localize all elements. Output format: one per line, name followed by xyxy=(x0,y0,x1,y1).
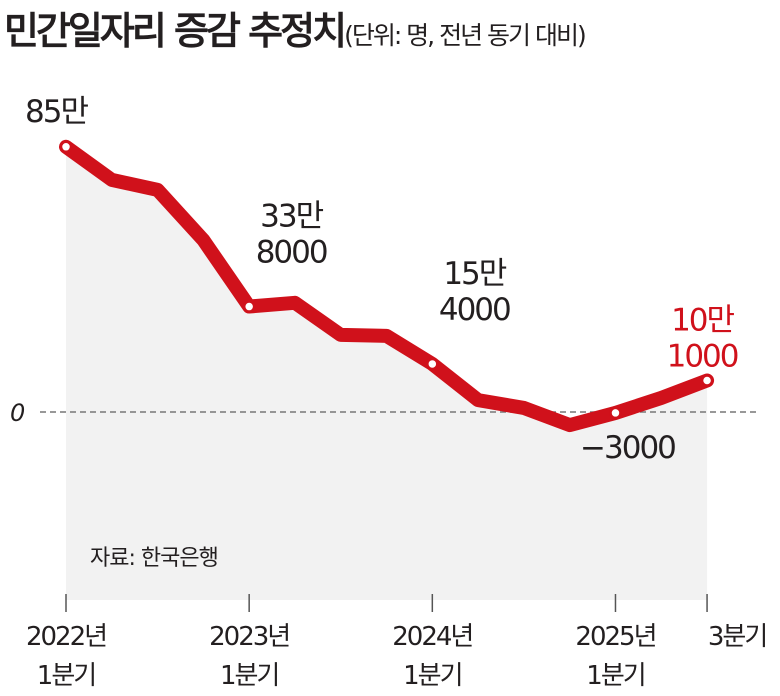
x-tick-label: 2025년 xyxy=(575,622,655,652)
data-point-marker xyxy=(242,300,256,313)
title-text: 민간일자리 증감 추정치 xyxy=(4,9,347,53)
data-label: 8000 xyxy=(256,235,327,271)
data-point-marker xyxy=(426,357,439,371)
series-line xyxy=(59,139,715,433)
zero-label: 0 xyxy=(10,399,25,427)
data-label: 4000 xyxy=(439,292,510,328)
x-tick-label: 1분기 xyxy=(37,661,95,691)
data-label: −3000 xyxy=(580,430,675,466)
data-point-marker xyxy=(59,140,73,154)
data-point-marker xyxy=(609,406,622,420)
chart-title: 민간일자리 증감 추정치(단위: 명, 전년 동기 대비) xyxy=(4,0,587,55)
x-tick-label: 2024년 xyxy=(392,622,472,652)
x-tick-label: 1분기 xyxy=(403,661,461,691)
x-tick-label: 1분기 xyxy=(586,661,644,691)
x-tick-label: 3분기 xyxy=(708,622,766,652)
data-label: 10만 xyxy=(671,302,734,338)
data-point-marker xyxy=(700,374,714,387)
data-label: 1000 xyxy=(667,338,738,374)
data-label: 85만 xyxy=(25,94,88,130)
x-tick-label: 2022년 xyxy=(26,622,106,652)
data-label: 33만 xyxy=(260,199,323,235)
unit-label: (단위: 명, 전년 동기 대비) xyxy=(344,21,587,50)
area-fill xyxy=(66,146,708,601)
x-tick-label: 2023년 xyxy=(209,622,289,652)
data-label: 15만 xyxy=(443,256,506,292)
source-note: 자료: 한국은행 xyxy=(90,546,218,571)
x-tick-label: 1분기 xyxy=(220,661,278,691)
